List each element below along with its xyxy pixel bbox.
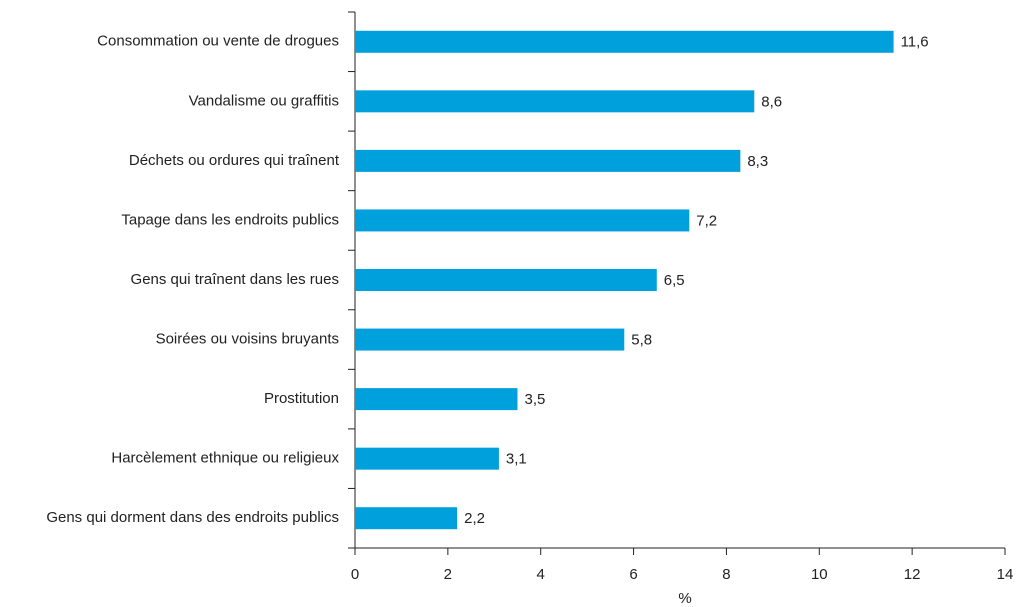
y-tick-label: Prostitution: [264, 390, 339, 407]
x-tick-label: 12: [904, 566, 921, 583]
bar: [355, 90, 755, 113]
bar: [355, 149, 741, 172]
value-label: 11,6: [901, 34, 929, 51]
y-tick-label: Gens qui dorment dans des endroits publi…: [46, 509, 339, 526]
value-label: 3,1: [506, 451, 527, 468]
y-tick-label: Tapage dans les endroits publics: [121, 211, 339, 228]
y-tick-label: Déchets ou ordures qui traînent: [129, 152, 340, 169]
x-tick-label: 14: [997, 566, 1014, 583]
x-axis-label: %: [678, 590, 691, 607]
x-tick-label: 2: [444, 566, 452, 583]
x-tick-label: 4: [537, 566, 545, 583]
value-label: 5,8: [631, 332, 652, 349]
value-label: 7,2: [696, 212, 717, 229]
y-tick-label: Consommation ou vente de drogues: [97, 33, 339, 50]
bar: [355, 269, 657, 291]
x-tick-label: 0: [351, 566, 359, 583]
y-tick-label: Soirées ou voisins bruyants: [156, 331, 339, 348]
y-tick-label: Gens qui traînent dans les rues: [131, 271, 339, 288]
bar: [355, 447, 499, 470]
x-tick-label: 8: [722, 566, 730, 583]
y-tick-label: Vandalisme ou graffitis: [189, 92, 339, 109]
bar: [355, 507, 458, 530]
bar: [355, 209, 690, 232]
x-tick-label: 10: [811, 566, 828, 583]
value-label: 2,2: [464, 510, 485, 527]
bar: [355, 328, 625, 351]
x-tick-label: 6: [629, 566, 637, 583]
bar: [355, 30, 894, 53]
value-label: 3,5: [525, 391, 546, 408]
y-tick-label: Harcèlement ethnique ou religieux: [111, 450, 339, 467]
value-label: 8,3: [747, 153, 768, 170]
value-label: 6,5: [664, 272, 685, 289]
value-label: 8,6: [761, 93, 782, 110]
bar: [355, 388, 518, 411]
